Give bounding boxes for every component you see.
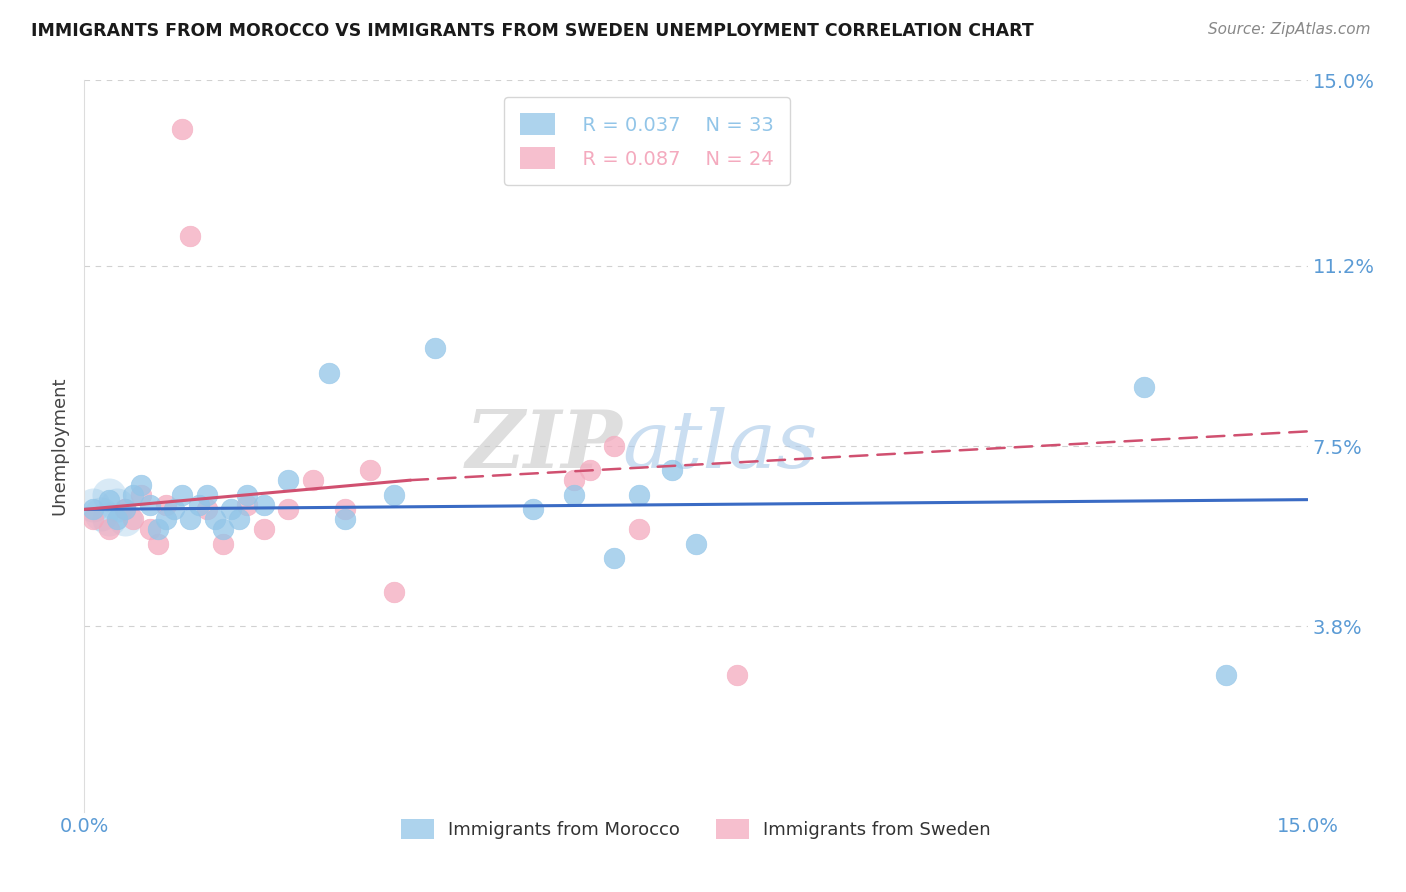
Point: [725, 668, 748, 682]
Point: [228, 512, 250, 526]
Point: [423, 342, 446, 356]
Point: [522, 502, 544, 516]
Point: [97, 488, 120, 502]
Point: [382, 488, 405, 502]
Point: [603, 551, 626, 566]
Point: [105, 512, 128, 526]
Point: [212, 522, 235, 536]
Text: ZIP: ZIP: [465, 408, 623, 484]
Point: [236, 498, 259, 512]
Legend: Immigrants from Morocco, Immigrants from Sweden: Immigrants from Morocco, Immigrants from…: [387, 805, 1005, 854]
Point: [179, 512, 201, 526]
Point: [661, 463, 683, 477]
Point: [179, 229, 201, 244]
Point: [1215, 668, 1237, 682]
Point: [172, 122, 194, 136]
Point: [97, 492, 120, 507]
Point: [382, 585, 405, 599]
Point: [90, 508, 112, 522]
Point: [195, 488, 218, 502]
Point: [318, 366, 340, 380]
Point: [114, 502, 136, 516]
Point: [138, 498, 160, 512]
Point: [219, 502, 242, 516]
Text: IMMIGRANTS FROM MOROCCO VS IMMIGRANTS FROM SWEDEN UNEMPLOYMENT CORRELATION CHART: IMMIGRANTS FROM MOROCCO VS IMMIGRANTS FR…: [31, 22, 1033, 40]
Point: [122, 488, 145, 502]
Point: [131, 478, 153, 492]
Point: [562, 488, 585, 502]
Point: [163, 502, 186, 516]
Point: [603, 439, 626, 453]
Point: [82, 498, 104, 512]
Point: [97, 512, 120, 526]
Point: [131, 488, 153, 502]
Point: [155, 512, 177, 526]
Point: [195, 502, 218, 516]
Point: [277, 473, 299, 487]
Point: [114, 502, 136, 516]
Point: [627, 488, 650, 502]
Point: [1133, 380, 1156, 394]
Point: [146, 522, 169, 536]
Point: [685, 536, 707, 550]
Point: [335, 512, 357, 526]
Point: [562, 473, 585, 487]
Point: [138, 522, 160, 536]
Point: [82, 502, 104, 516]
Text: atlas: atlas: [623, 408, 818, 484]
Point: [122, 512, 145, 526]
Point: [359, 463, 381, 477]
Point: [627, 522, 650, 536]
Point: [212, 536, 235, 550]
Point: [277, 502, 299, 516]
Point: [114, 512, 136, 526]
Point: [187, 498, 209, 512]
Point: [82, 512, 104, 526]
Point: [204, 512, 226, 526]
Y-axis label: Unemployment: Unemployment: [51, 376, 69, 516]
Point: [236, 488, 259, 502]
Point: [97, 522, 120, 536]
Point: [155, 498, 177, 512]
Point: [335, 502, 357, 516]
Point: [253, 522, 276, 536]
Point: [579, 463, 602, 477]
Point: [146, 536, 169, 550]
Point: [253, 498, 276, 512]
Point: [105, 498, 128, 512]
Point: [172, 488, 194, 502]
Text: Source: ZipAtlas.com: Source: ZipAtlas.com: [1208, 22, 1371, 37]
Point: [301, 473, 323, 487]
